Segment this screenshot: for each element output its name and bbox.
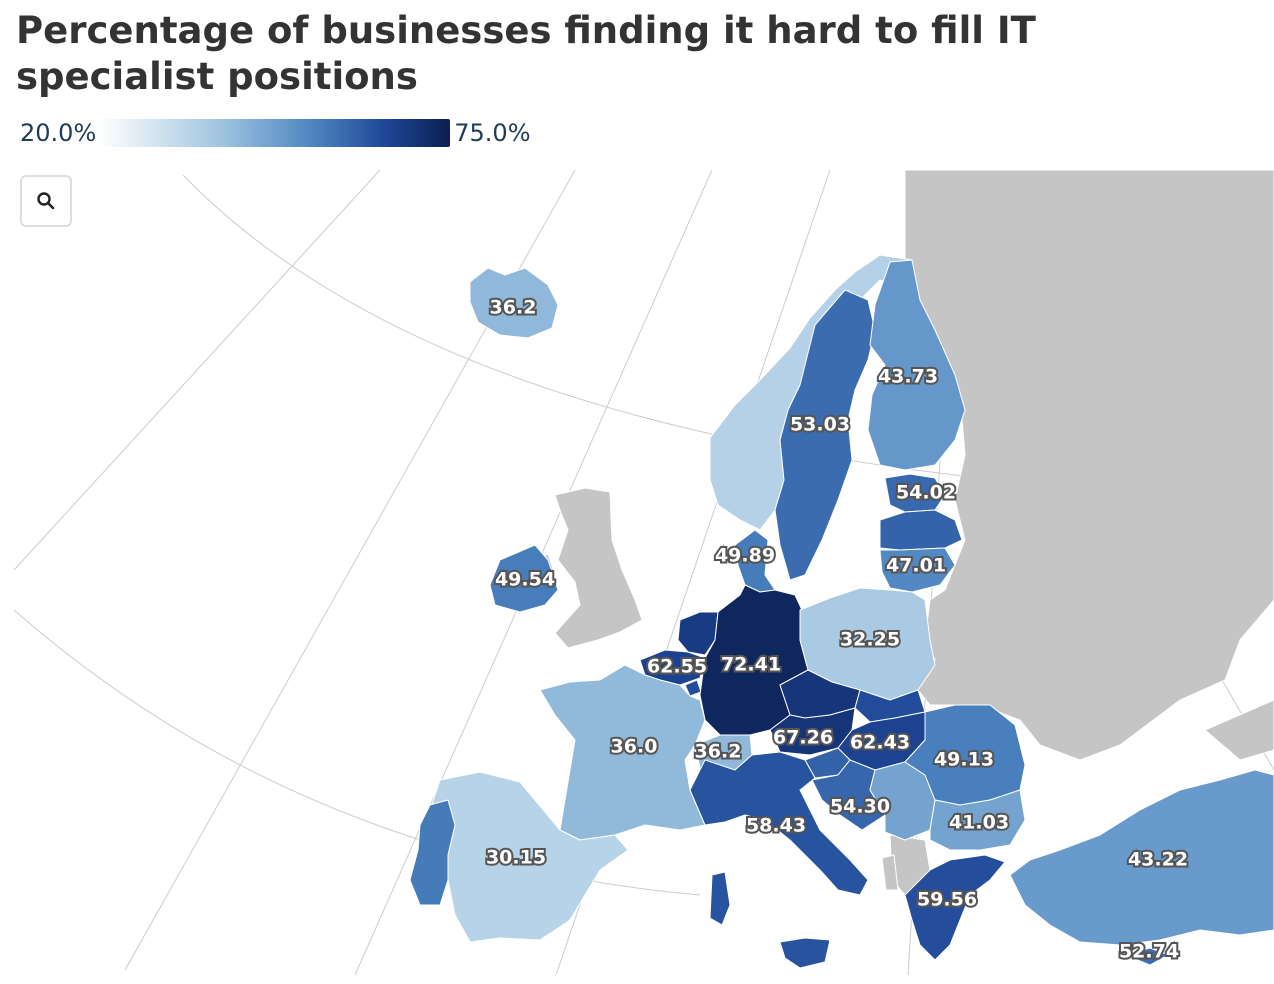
region-italy-sicily[interactable] — [779, 937, 831, 969]
label-greece: 59.56 — [917, 889, 977, 911]
region-estonia[interactable] — [884, 473, 946, 513]
region-ireland[interactable] — [489, 544, 559, 613]
color-legend: 20.0% 75.0% — [20, 118, 531, 148]
region-cyprus[interactable] — [1124, 947, 1169, 966]
countries — [409, 254, 1274, 969]
region-austria[interactable] — [769, 707, 856, 756]
region-iceland[interactable] — [469, 267, 559, 339]
label-sweden: 53.03 — [790, 414, 850, 436]
map-title: Percentage of businesses finding it hard… — [16, 9, 1036, 98]
label-belgium: 62.55 — [647, 656, 707, 678]
region-italy-sardinia[interactable] — [709, 871, 731, 926]
legend-min-label: 20.0% — [20, 119, 97, 147]
label-france: 36.0 — [611, 736, 658, 758]
label-iceland: 36.2 — [490, 297, 537, 319]
label-spain: 30.15 — [486, 847, 546, 869]
region-finland[interactable] — [867, 259, 966, 471]
label-croatia: 54.30 — [830, 796, 890, 818]
label-bulgaria: 41.03 — [949, 812, 1009, 834]
region-latvia[interactable] — [879, 509, 963, 551]
label-denmark: 49.89 — [715, 545, 775, 567]
region-bulgaria[interactable] — [929, 789, 1026, 851]
label-germany: 72.41 — [721, 654, 781, 676]
region-netherlands[interactable] — [677, 611, 719, 656]
label-lithuania: 47.01 — [886, 555, 946, 577]
region-lithuania[interactable] — [879, 547, 956, 593]
label-turkey: 43.22 — [1128, 849, 1188, 871]
label-cyprus: 52.74 — [1119, 941, 1179, 963]
value-labels: 36.2 53.03 43.73 54.02 47.01 49.89 49.54… — [484, 295, 1190, 965]
region-portugal[interactable] — [409, 799, 456, 906]
label-italy: 58.43 — [746, 815, 806, 837]
label-hungary: 62.43 — [850, 732, 910, 754]
label-estonia: 54.02 — [896, 482, 956, 504]
region-france[interactable] — [539, 664, 706, 841]
legend-color-ramp — [100, 119, 451, 147]
region-turkey[interactable] — [1009, 769, 1274, 946]
label-finland: 43.73 — [878, 366, 938, 388]
legend-max-label: 75.0% — [454, 119, 531, 147]
label-romania: 49.13 — [934, 749, 994, 771]
label-ireland: 49.54 — [495, 569, 555, 591]
region-italy[interactable] — [689, 751, 869, 896]
label-switzerland: 36.2 — [695, 741, 742, 763]
region-greece[interactable] — [904, 854, 1006, 961]
label-austria: 67.26 — [773, 727, 833, 749]
zoom-button[interactable] — [20, 175, 72, 227]
label-poland: 32.25 — [840, 629, 900, 651]
search-icon — [37, 192, 55, 210]
